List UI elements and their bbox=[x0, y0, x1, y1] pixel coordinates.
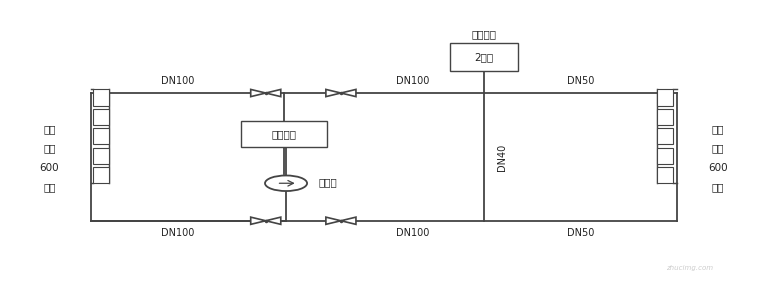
Text: 循环泵: 循环泵 bbox=[318, 177, 337, 187]
Polygon shape bbox=[341, 90, 356, 97]
Bar bbox=[657, 148, 673, 164]
Text: 供暖: 供暖 bbox=[712, 144, 724, 154]
Text: 平米: 平米 bbox=[43, 182, 55, 192]
Text: 平米: 平米 bbox=[712, 182, 724, 192]
Bar bbox=[657, 128, 673, 144]
Text: 供暖: 供暖 bbox=[43, 144, 55, 154]
Bar bbox=[657, 109, 673, 125]
Polygon shape bbox=[266, 90, 280, 97]
Polygon shape bbox=[326, 90, 341, 97]
Text: 余热锅炉: 余热锅炉 bbox=[271, 129, 296, 139]
Bar bbox=[93, 167, 109, 183]
Bar bbox=[93, 109, 109, 125]
Bar bbox=[657, 167, 673, 183]
Text: DN100: DN100 bbox=[396, 76, 429, 86]
Bar bbox=[450, 43, 518, 71]
Bar bbox=[93, 90, 109, 106]
Text: DN50: DN50 bbox=[567, 76, 594, 86]
Text: 600: 600 bbox=[40, 163, 59, 173]
Text: 厂房: 厂房 bbox=[43, 124, 55, 134]
Polygon shape bbox=[326, 217, 341, 224]
Bar bbox=[241, 121, 328, 147]
Text: DN50: DN50 bbox=[567, 228, 594, 238]
Text: DN100: DN100 bbox=[161, 228, 195, 238]
Text: zhucimg.com: zhucimg.com bbox=[666, 265, 713, 271]
Text: DN40: DN40 bbox=[497, 143, 507, 170]
Bar bbox=[93, 128, 109, 144]
Text: 住房: 住房 bbox=[712, 124, 724, 134]
Text: 2立方: 2立方 bbox=[474, 52, 493, 62]
Text: DN100: DN100 bbox=[161, 76, 195, 86]
Polygon shape bbox=[341, 217, 356, 224]
Circle shape bbox=[265, 176, 307, 191]
Text: DN100: DN100 bbox=[396, 228, 429, 238]
Bar bbox=[93, 148, 109, 164]
Polygon shape bbox=[251, 217, 266, 224]
Polygon shape bbox=[266, 217, 280, 224]
Polygon shape bbox=[251, 90, 266, 97]
Bar bbox=[657, 90, 673, 106]
Text: 600: 600 bbox=[708, 163, 728, 173]
Text: 膨胀水箱: 膨胀水箱 bbox=[471, 29, 496, 39]
